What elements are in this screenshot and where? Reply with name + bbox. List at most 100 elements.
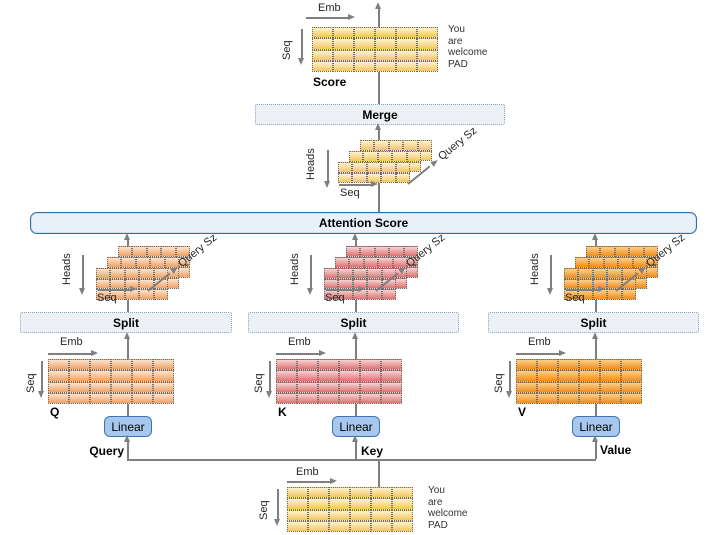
matrix-cell: [297, 359, 318, 371]
matrix-cell: [360, 359, 381, 371]
matrix-cell: [153, 370, 174, 382]
matrix-cell: [297, 392, 318, 404]
emb-axis-arrow-line: [306, 17, 348, 19]
matrix-cell: [375, 60, 396, 72]
seq-axis-arrow-line: [566, 289, 598, 291]
matrix-cell: [308, 487, 329, 499]
matrix-cell: [537, 392, 558, 404]
matrix-cell: [367, 268, 382, 279]
matrix-cell: [403, 246, 418, 257]
linear-node-label: Linear: [579, 419, 613, 434]
matrix-cell: [349, 257, 364, 268]
seq-axis-label: Seq: [565, 292, 585, 304]
matrix-cell: [333, 60, 354, 72]
matrix-cell: [338, 162, 353, 173]
matrix-cell: [333, 27, 354, 39]
emb-axis-label: Emb: [296, 466, 319, 478]
matrix-cell: [69, 392, 90, 404]
matrix-cell: [297, 381, 318, 393]
seq-axis-label: Seq: [25, 373, 37, 393]
score-matrix-label: Score: [313, 75, 347, 89]
attention-score-node: Attention Score: [30, 212, 697, 234]
matrix-cell: [48, 392, 69, 404]
matrix-cell: [363, 151, 378, 162]
matrix-cell: [350, 487, 371, 499]
matrix-cell: [558, 381, 579, 393]
heads-axis-arrow-head: [547, 288, 553, 295]
matrix-cell: [329, 498, 350, 510]
stack-to-attention-arrow-head: [592, 233, 598, 240]
matrix-cell: [69, 359, 90, 371]
matrix-cell: [607, 289, 622, 300]
matrix-cell: [629, 246, 644, 257]
matrix-cell: [139, 289, 154, 300]
matrix-cell: [516, 359, 537, 371]
matrix-cell: [375, 49, 396, 61]
seq-axis-arrow-line: [98, 289, 130, 291]
matrix-cell: [276, 370, 297, 382]
matrix-cell: [318, 370, 339, 382]
matrix-cell: [392, 498, 413, 510]
matrix-cell: [312, 60, 333, 72]
matrix-cell: [153, 392, 174, 404]
matrix-cell: [96, 268, 111, 279]
matrix-to-split-line: [127, 339, 129, 359]
matrix-to-split-line: [355, 339, 357, 359]
matrix-cell: [48, 359, 69, 371]
matrix-cell: [375, 38, 396, 50]
matrix-cell: [392, 151, 407, 162]
wire-to-linear-arrow-head: [592, 435, 598, 442]
linear-node: Linear: [332, 416, 380, 437]
token-you: You: [448, 24, 465, 35]
token-pad: PAD: [428, 519, 448, 531]
matrix-cell: [90, 359, 111, 371]
query-branch: Heads Seq Query Sz Split Emb Seq Q Linea…: [20, 232, 232, 473]
heads-axis-label: Heads: [305, 148, 317, 180]
split-node-label: Split: [113, 315, 139, 330]
heads-axis-arrow-line: [550, 255, 552, 288]
matrix-cell: [90, 381, 111, 393]
matrix-cell: [161, 246, 176, 257]
emb-axis-arrow-line: [48, 353, 91, 355]
matrix-cell: [308, 520, 329, 532]
matrix-cell: [350, 498, 371, 510]
token-welcome: welcome: [428, 508, 468, 519]
wire-to-linear-arrow-head: [124, 435, 130, 442]
matrix-cell: [381, 370, 402, 382]
matrix-cell: [381, 289, 396, 300]
matrix-cell: [329, 509, 350, 521]
matrix-cell: [564, 278, 579, 290]
matrix-cell: [579, 381, 600, 393]
matrix-cell: [371, 520, 392, 532]
matrix-cell: [375, 27, 396, 39]
matrix-cell: [96, 278, 111, 290]
query-size-arrow-head: [430, 157, 440, 167]
matrix-cell: [354, 60, 375, 72]
heads-axis-label: Heads: [529, 253, 541, 285]
linear-to-matrix-line: [355, 404, 357, 416]
matrix-cell: [354, 27, 375, 39]
seq-axis-label: Seq: [325, 292, 345, 304]
matrix-cell: [621, 381, 642, 393]
matrix-cell: [350, 509, 371, 521]
matrix-cell: [339, 370, 360, 382]
matrix-cell: [381, 359, 402, 371]
matrix-cell: [111, 359, 132, 371]
v-matrix-label: V: [518, 405, 527, 419]
matrix-cell: [396, 60, 417, 72]
matrix-cell: [164, 257, 179, 268]
matrix-cell: [360, 370, 381, 382]
matrix-cell: [153, 359, 174, 371]
seq-axis-arrow-head: [506, 391, 512, 398]
output-arrow-head: [375, 2, 381, 9]
matrix-cell: [396, 38, 417, 50]
seq-axis-arrow-line: [301, 29, 303, 58]
seq-axis-arrow-line: [41, 361, 43, 391]
stack-to-merge-arrow-head: [375, 123, 381, 130]
matrix-cell: [607, 268, 622, 279]
token-welcome: welcome: [448, 47, 488, 58]
stack-to-attention-arrow-head: [352, 233, 358, 240]
matrix-cell: [354, 38, 375, 50]
matrix-cell: [350, 520, 371, 532]
